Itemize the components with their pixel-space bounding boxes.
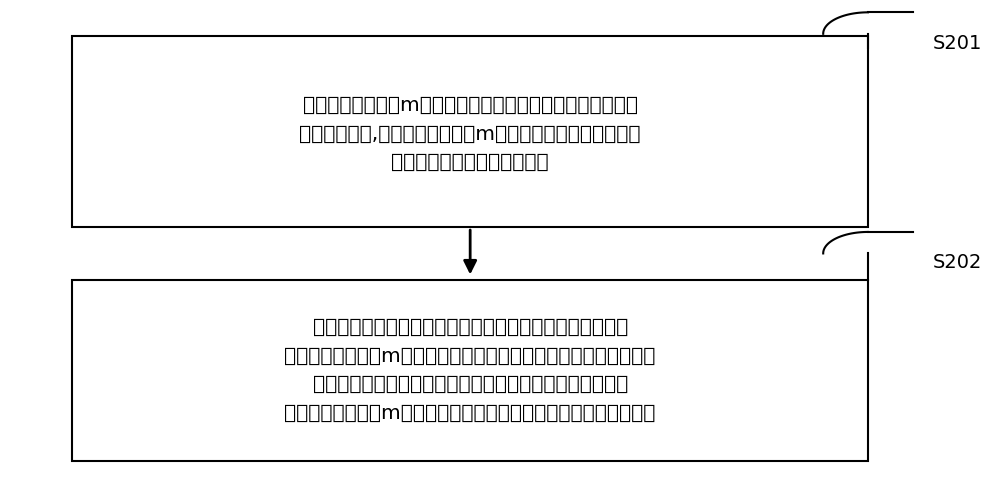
Text: 计算用电设备在第m种工作状态下的基波有功功率比例和基波
无功功率比例,计算用电设备在第m种工作状态下的谐波有功功
率比例和谐波无功功率比例。: 计算用电设备在第m种工作状态下的基波有功功率比例和基波 无功功率比例,计算用电设… [299, 96, 641, 172]
Text: S202: S202 [933, 254, 982, 272]
Text: 根据在线实时监测到的基波有功总功率和基波无功总功率，
计算用电设备在第m种工作状态下的基波有功功率和基波无功功率，
根据在线实时监测到的谐波有功总功率和谐波无功: 根据在线实时监测到的基波有功总功率和基波无功总功率， 计算用电设备在第m种工作状… [284, 318, 656, 423]
FancyBboxPatch shape [72, 280, 868, 461]
FancyBboxPatch shape [72, 36, 868, 227]
Text: S201: S201 [933, 34, 982, 53]
